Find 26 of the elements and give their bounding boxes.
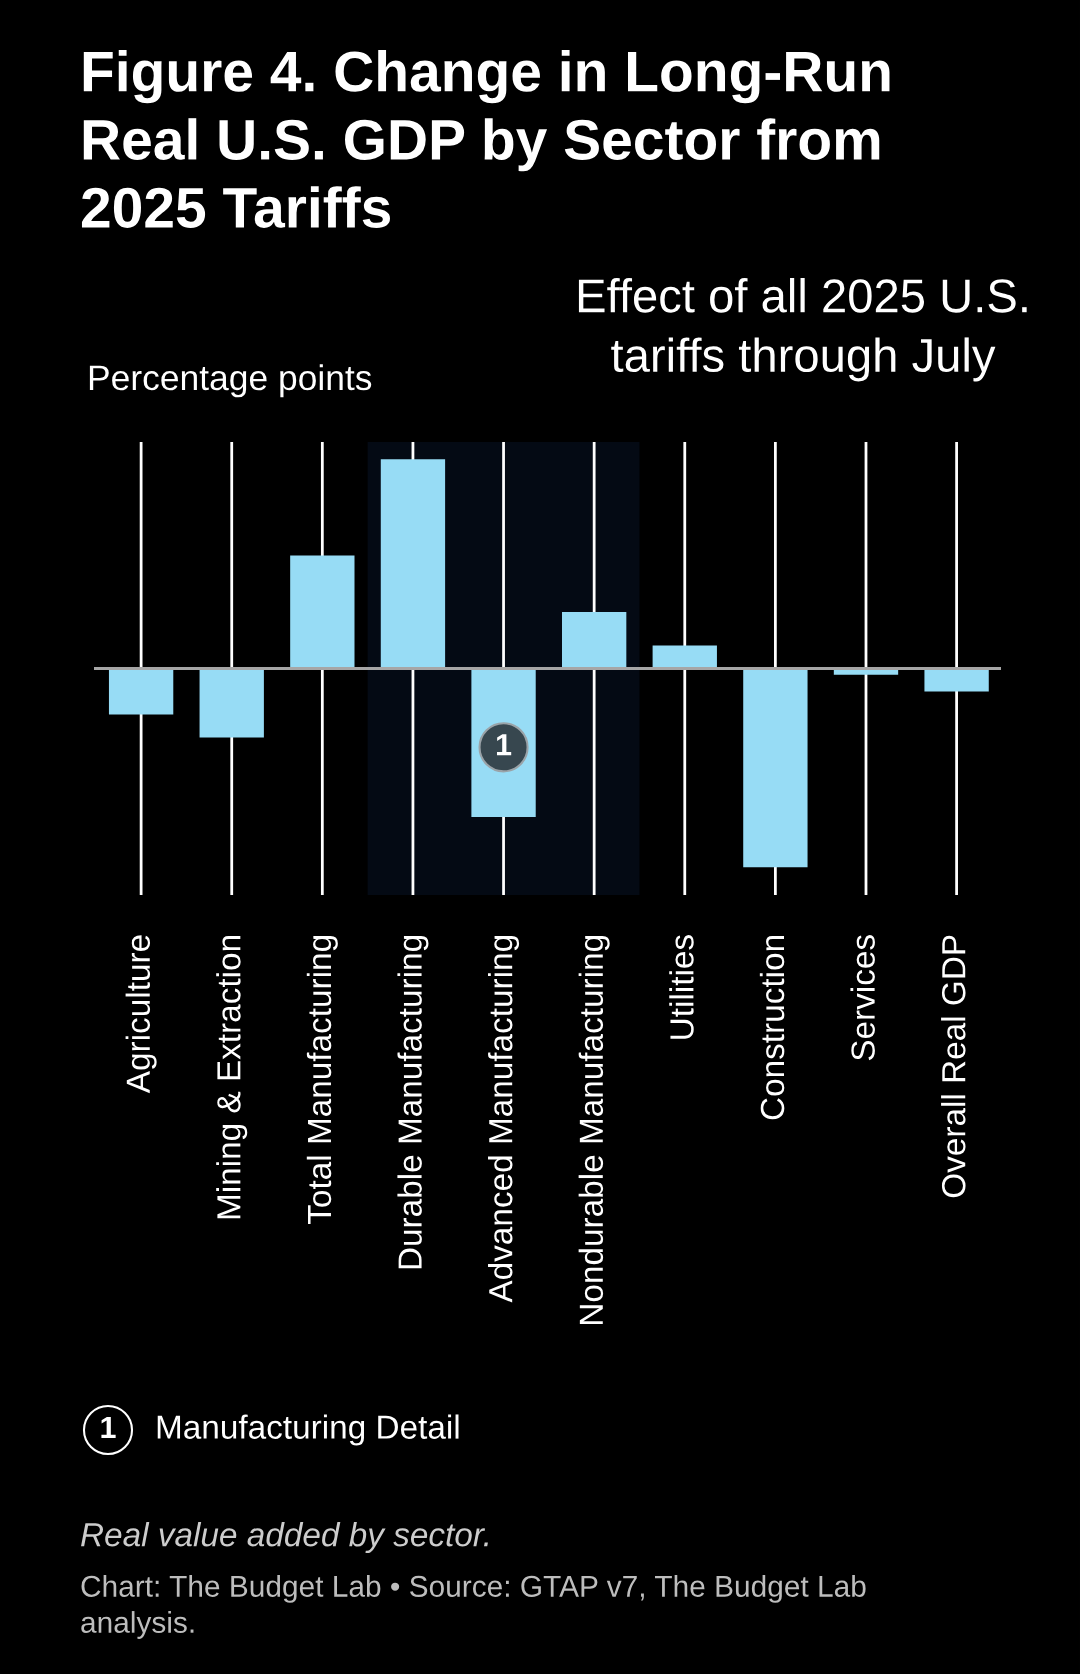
x-tick-label: Nondurable Manufacturing <box>578 936 610 1324</box>
bar <box>924 668 989 692</box>
x-tick-label: Mining & Extraction <box>216 936 248 1219</box>
bar <box>199 668 264 738</box>
bar <box>743 668 808 868</box>
text: Manufacturing Detail <box>157 1414 459 1446</box>
bar <box>652 645 717 669</box>
x-tick-label: Construction <box>759 936 785 1120</box>
chart-title: Figure 4. Change in Long-Run Real U.S. GDP by Sector from 2025 Tariffs <box>81 50 890 228</box>
band-label: 1 <box>496 734 512 756</box>
x-tick-label: Overall Real GDP <box>941 935 966 1198</box>
x-tick-label: Durable Manufacturing <box>397 936 429 1269</box>
x-tick-label: Services <box>850 935 875 1061</box>
text: 1 <box>101 1416 116 1438</box>
text: Chart: The Budget Lab • Source: GTAP v7, The Budget Lab analysis. <box>81 1575 866 1639</box>
x-tick-label: Total Manufacturing <box>306 936 338 1224</box>
bar <box>290 555 355 669</box>
bar <box>108 668 174 715</box>
y-axis-title: Percentage points <box>89 364 372 398</box>
x-tick-label: Advanced Manufacturing <box>488 936 520 1303</box>
text: Real value added by sector. <box>81 1522 488 1554</box>
x-tick-label: Utilities <box>669 935 694 1039</box>
bar <box>380 459 446 669</box>
chart-subtitle: Effect of all 2025 U.S. tariffs through July <box>578 278 1027 382</box>
x-tick-label: Agriculture <box>125 935 157 1094</box>
bar <box>562 612 627 669</box>
